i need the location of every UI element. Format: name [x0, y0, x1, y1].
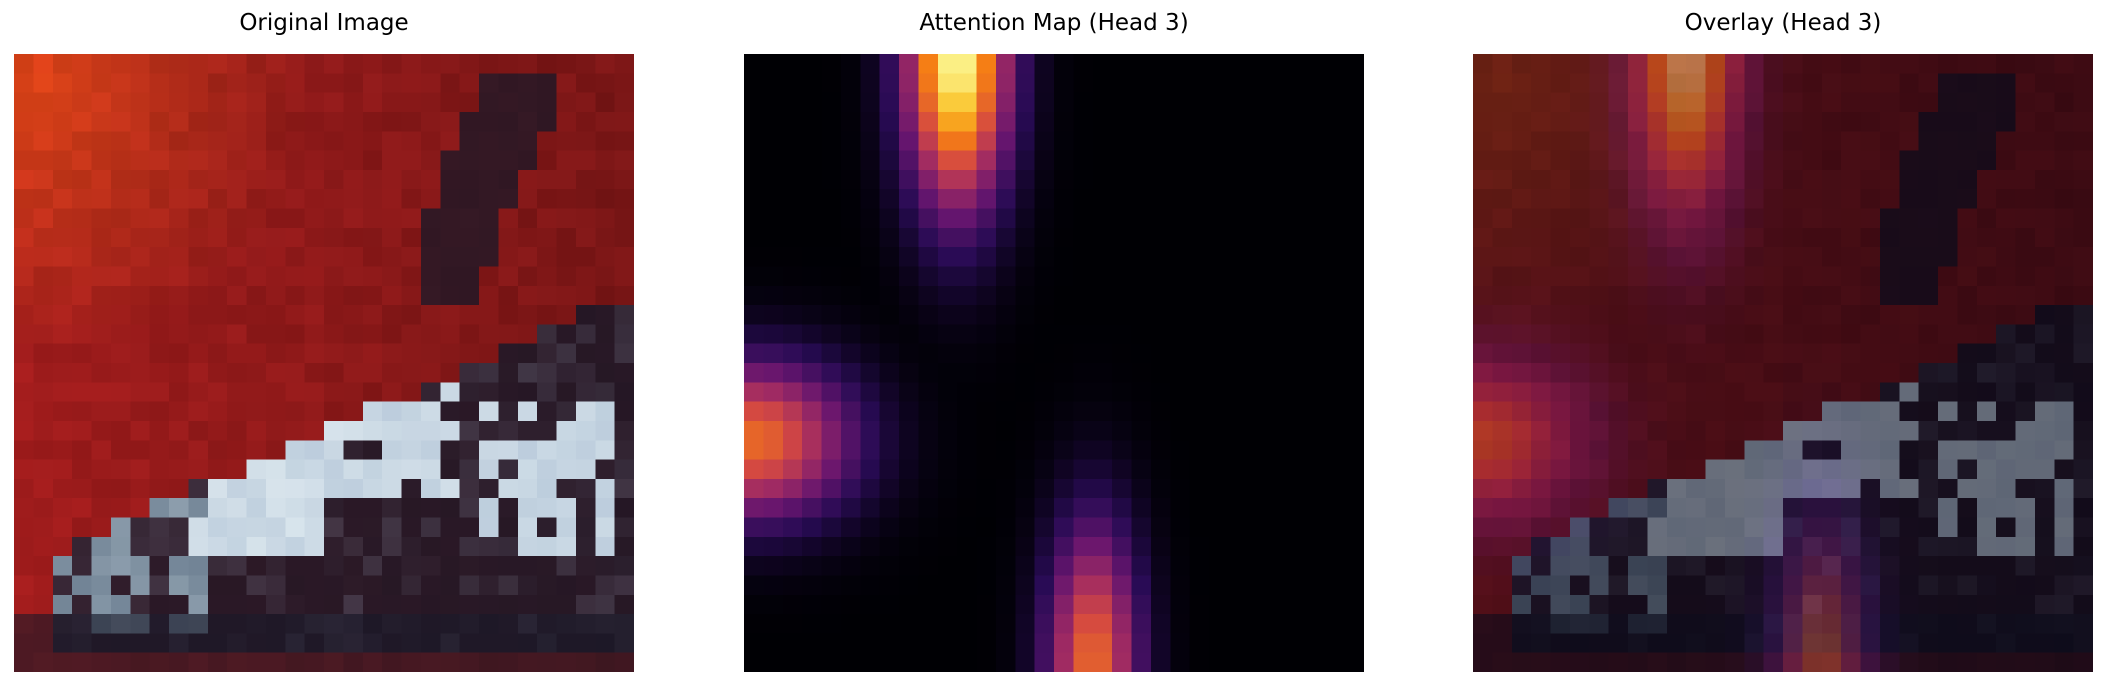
original-image — [14, 54, 634, 672]
panel-title-attention-map: Attention Map (Head 3) — [919, 10, 1189, 36]
overlay-image — [1473, 54, 2093, 672]
panel-title-original: Original Image — [239, 10, 409, 36]
attention-map-image — [744, 54, 1364, 672]
panel-attention-map: Attention Map (Head 3) — [744, 0, 1364, 688]
panel-original: Original Image — [14, 0, 634, 688]
panel-title-overlay: Overlay (Head 3) — [1684, 10, 1882, 36]
panel-overlay: Overlay (Head 3) — [1473, 0, 2093, 688]
